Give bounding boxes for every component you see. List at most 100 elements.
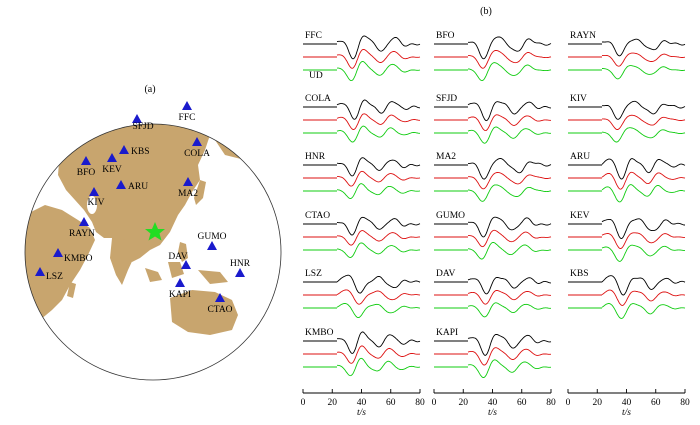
x-tick-label: 60 (386, 398, 396, 408)
station-trace-label: CTAO (305, 211, 330, 221)
triangle-icon (192, 137, 202, 146)
triangle-icon (116, 180, 126, 189)
black-trace (467, 216, 552, 238)
black-trace (467, 101, 551, 122)
station-label: KEV (102, 165, 122, 175)
green-trace (601, 184, 686, 203)
triangle-icon (175, 278, 185, 287)
station-label: KMBO (64, 254, 93, 264)
x-axis-label: t/s (357, 408, 366, 418)
black-trace (468, 36, 552, 60)
red-trace (602, 114, 686, 130)
triangle-icon (183, 177, 193, 186)
triangle-icon (79, 217, 89, 226)
india-land (110, 238, 135, 285)
triangle-icon (35, 267, 45, 276)
x-tick-label: 80 (680, 398, 690, 408)
red-trace (337, 230, 421, 246)
green-trace (336, 242, 421, 258)
red-trace (336, 345, 421, 364)
station-label: MA2 (178, 189, 198, 199)
green-trace (337, 357, 421, 377)
green-trace (336, 183, 421, 199)
x-tick-label: 60 (517, 398, 527, 408)
x-tick-label: 40 (357, 398, 367, 408)
station-trace-label: KMBO (305, 328, 334, 338)
triangle-icon (182, 101, 192, 110)
eurasia-land (58, 124, 210, 262)
black-trace (601, 218, 685, 239)
black-trace (467, 277, 551, 295)
station-label: DAV (168, 252, 187, 262)
green-trace (336, 303, 421, 319)
x-tick-label: 40 (622, 398, 632, 408)
station-trace-label: KIV (570, 94, 587, 104)
station-label: FFC (179, 113, 196, 123)
station-trace-label: LSZ (305, 269, 322, 279)
station-label: KAPI (169, 290, 191, 300)
green-trace (467, 62, 552, 82)
red-trace (336, 113, 420, 130)
component-label: UD (309, 71, 323, 81)
triangle-icon (132, 114, 142, 123)
black-trace (336, 216, 421, 236)
station-label: GUMO (197, 232, 226, 242)
globe-border (24, 123, 282, 381)
green-trace (467, 359, 552, 378)
station-label: KBS (131, 147, 149, 157)
green-trace (601, 303, 686, 319)
station-trace-label: KBS (570, 269, 588, 279)
red-trace (336, 48, 421, 69)
triangle-icon (81, 156, 91, 165)
triangle-icon (107, 153, 117, 162)
triangle-icon (89, 187, 99, 196)
black-trace (602, 38, 686, 57)
station-label: SFJD (132, 122, 153, 132)
red-trace (601, 52, 686, 67)
x-tick-label: 0 (301, 398, 306, 408)
green-trace (601, 244, 685, 262)
black-trace (601, 275, 686, 296)
x-tick-label: 0 (432, 398, 437, 408)
station-trace-label: KEV (570, 211, 590, 221)
triangle-icon (235, 268, 245, 277)
triangle-icon (181, 260, 191, 269)
landmasses (25, 124, 260, 335)
red-trace (336, 289, 421, 305)
station-trace-label: HNR (305, 152, 326, 162)
red-trace (601, 171, 686, 190)
triangle-icon (207, 241, 217, 250)
station-label: BFO (77, 168, 96, 178)
station-label: KIV (88, 198, 105, 208)
green-trace (336, 125, 420, 143)
black-trace (336, 35, 421, 60)
station-trace-label: SFJD (436, 94, 457, 104)
black-trace (336, 157, 421, 177)
black-trace (467, 333, 552, 356)
green-trace (337, 61, 421, 82)
station-trace-label: FFC (305, 31, 322, 41)
panel-a-label: (a) (144, 84, 155, 95)
triangle-icon (53, 248, 63, 257)
green-trace (601, 127, 686, 143)
philippines-land (178, 242, 188, 262)
waveform-grid: FFC COLA HNR CTAO LSZ KMBO BFO SFJD MA2 GUMO DAV KA… (303, 31, 686, 378)
station-label: COLA (184, 149, 210, 159)
station-label: CTAO (207, 305, 232, 315)
red-trace (468, 50, 552, 69)
caspian-water (87, 196, 97, 214)
black-trace (468, 158, 552, 180)
red-trace (601, 232, 685, 249)
x-tick-label: 60 (651, 398, 661, 408)
panel-b-label: (b) (480, 6, 492, 17)
red-trace (467, 347, 552, 366)
new-guinea-land (198, 270, 228, 284)
black-trace (601, 158, 686, 180)
red-trace (467, 290, 552, 305)
red-trace (468, 229, 552, 248)
green-trace (467, 126, 551, 144)
x-tick-label: 0 (566, 398, 571, 408)
x-tick-label: 20 (328, 398, 338, 408)
